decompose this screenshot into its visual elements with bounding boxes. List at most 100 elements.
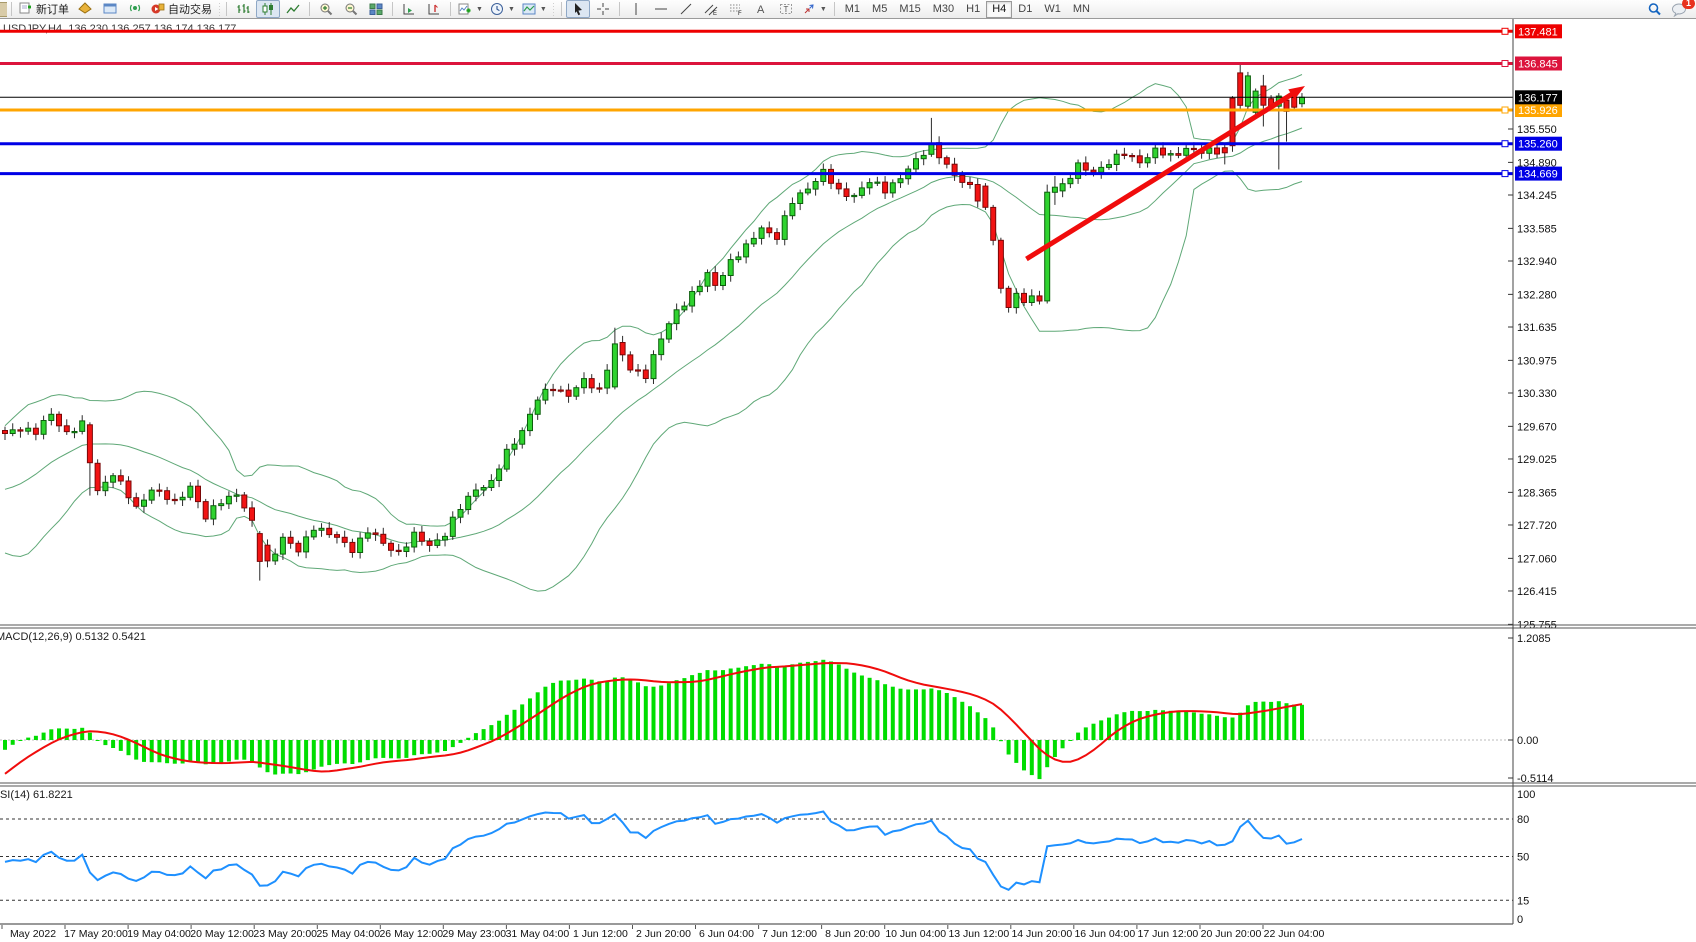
level-drag-handle[interactable] — [1501, 27, 1509, 35]
tf-button-H1[interactable]: H1 — [966, 3, 981, 15]
macd-histogram-bar — [466, 737, 471, 740]
horizontal-line-tool[interactable] — [649, 0, 673, 18]
text-tool[interactable]: A — [749, 0, 773, 18]
tf-button-D1[interactable]: D1 — [1018, 3, 1033, 15]
equidistant-channel-tool[interactable]: E — [699, 0, 723, 18]
macd-histogram-bar — [914, 689, 918, 740]
level-drag-handle[interactable] — [1501, 60, 1509, 67]
macd-histogram-bar — [157, 740, 162, 763]
tf-button-M1[interactable]: M1 — [844, 3, 861, 15]
price-axis-label: 134.890 — [1517, 157, 1557, 169]
macd-histogram-bar — [1029, 740, 1034, 776]
auto-scroll-button[interactable] — [397, 0, 421, 18]
tile-windows-button[interactable] — [364, 0, 388, 18]
macd-histogram-bar — [790, 664, 795, 740]
fibonacci-tool[interactable]: F — [724, 0, 748, 18]
toolbar-separator — [450, 2, 451, 16]
indicators-button[interactable]: ▼ — [455, 0, 486, 18]
bear-candle — [1260, 85, 1267, 106]
tf-button-M30[interactable]: M30 — [932, 3, 955, 15]
chart-shift-button[interactable] — [422, 0, 446, 18]
macd-histogram-bar — [1238, 712, 1243, 740]
cursor-button[interactable] — [565, 0, 590, 18]
crosshair-button[interactable] — [591, 0, 615, 18]
macd-histogram-bar — [944, 693, 949, 740]
macd-histogram-bar — [427, 740, 432, 754]
tf-button-H4[interactable]: H4 — [986, 0, 1013, 18]
bar-chart-button[interactable] — [231, 0, 255, 18]
notifications-button[interactable]: 1 — [1667, 0, 1695, 18]
time-axis-label: 26 May 12:00 — [379, 928, 443, 940]
templates-button[interactable]: ▼ — [519, 0, 550, 18]
bear-candle — [642, 369, 649, 379]
price-axis-label: 128.365 — [1517, 487, 1557, 499]
bear-candle — [1121, 153, 1128, 156]
text-label-tool[interactable]: T — [774, 0, 798, 18]
bull-candle — [1028, 295, 1035, 303]
macd-histogram-bar — [520, 704, 525, 740]
tf-button-M15[interactable]: M15 — [899, 3, 921, 15]
macd-histogram-bar — [597, 681, 602, 740]
zoom-in-button[interactable] — [314, 0, 338, 18]
toolbar-drag-handle[interactable] — [217, 2, 221, 16]
search-icon — [1648, 2, 1661, 15]
tf-button-MN[interactable]: MN — [1072, 3, 1090, 15]
data-window-button[interactable] — [73, 0, 97, 18]
macd-histogram-bar — [87, 732, 92, 740]
signals-button[interactable] — [123, 0, 147, 18]
new-order-button[interactable]: 新订单 — [16, 0, 72, 18]
macd-histogram-bar — [605, 680, 610, 740]
toolbar-drag-handle[interactable] — [551, 2, 556, 16]
zoom-out-button[interactable] — [339, 0, 363, 18]
macd-histogram-bar — [558, 680, 563, 740]
bear-candle — [550, 388, 557, 392]
macd-histogram-bar — [666, 683, 671, 740]
chart-symbol-title: USDJPY,H4 136.230 136.257 136.174 136.17… — [3, 23, 237, 35]
bull-candle — [781, 215, 788, 240]
level-drag-handle[interactable] — [1501, 140, 1509, 148]
trendline-tool[interactable] — [674, 0, 698, 18]
macd-histogram-bar — [1215, 715, 1219, 740]
autotrading-button[interactable]: 自动交易 — [148, 0, 215, 18]
tf-button-M5[interactable]: M5 — [872, 3, 888, 15]
macd-histogram-bar — [883, 684, 888, 740]
macd-histogram-bar — [898, 688, 903, 740]
line-chart-button[interactable] — [281, 0, 305, 18]
macd-histogram-bar — [1284, 703, 1289, 740]
navigator-button[interactable] — [98, 0, 122, 18]
bull-candle — [542, 388, 549, 401]
macd-histogram-bar — [288, 740, 293, 774]
vertical-line-tool[interactable] — [624, 0, 648, 18]
line-chart-icon — [286, 4, 300, 14]
macd-histogram-bar — [713, 670, 718, 740]
macd-histogram-bar — [72, 728, 77, 740]
bear-candle — [943, 157, 950, 165]
search-button[interactable] — [1642, 0, 1666, 18]
macd-histogram-bar — [242, 740, 247, 760]
macd-histogram-bar — [64, 728, 69, 740]
bull-candle — [1067, 177, 1074, 185]
time-axis-label: 7 Jun 12:00 — [762, 928, 817, 940]
bear-candle — [1021, 292, 1027, 303]
arrows-tool[interactable]: ▼ — [799, 0, 830, 18]
current-price-badge — [1515, 90, 1562, 105]
level-drag-handle[interactable] — [1501, 170, 1509, 178]
bull-candle — [905, 168, 912, 180]
price-axis-label: 125.755 — [1517, 619, 1557, 631]
level-drag-handle[interactable] — [1501, 106, 1509, 114]
vertical-line-icon — [635, 3, 637, 15]
macd-histogram-bar — [991, 727, 996, 740]
tf-button-W1[interactable]: W1 — [1044, 3, 1061, 15]
bull-candle — [187, 485, 194, 498]
macd-histogram-bar — [273, 740, 278, 775]
macd-histogram-bar — [311, 740, 316, 770]
macd-histogram-bar — [983, 718, 988, 740]
macd-histogram-bar — [342, 740, 347, 764]
candlestick-chart-button[interactable] — [256, 0, 280, 18]
periods-button[interactable]: ▼ — [487, 0, 518, 18]
macd-histogram-bar — [705, 670, 710, 740]
trend-arrow-line[interactable] — [1025, 89, 1298, 262]
bear-candle — [86, 424, 93, 464]
